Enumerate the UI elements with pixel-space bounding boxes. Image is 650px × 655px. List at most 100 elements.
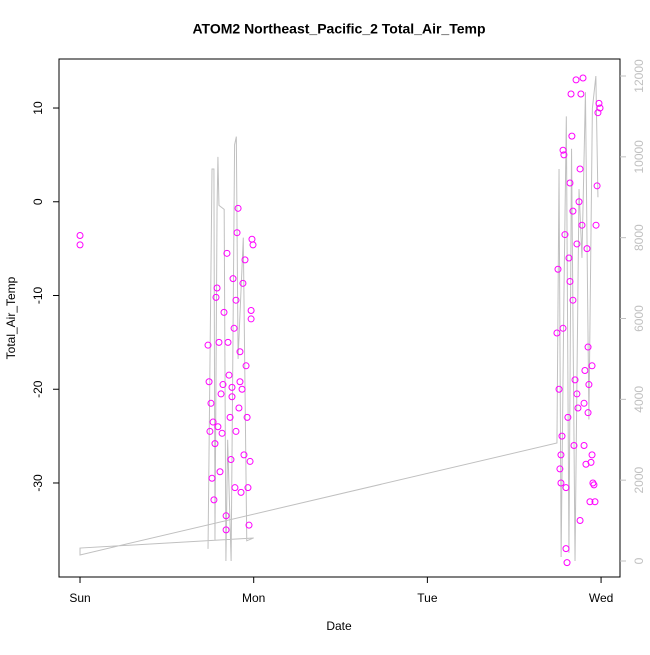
point [569,207,577,215]
y-tick-label: 0 [31,198,45,205]
y2-tick-label: 2000 [632,466,646,493]
point [220,308,228,316]
point [562,545,570,553]
point [222,512,230,520]
point [567,90,575,98]
point [565,254,573,262]
x-tick-label: Wed [589,591,613,605]
point [585,381,593,389]
point [247,315,255,323]
point [215,338,223,346]
point [216,468,224,476]
point [207,399,215,407]
point [229,275,237,283]
point [595,99,603,107]
point [588,451,596,459]
point [204,341,212,349]
point [570,441,578,449]
point [231,484,239,492]
point [238,385,246,393]
point [228,383,236,391]
point [584,409,592,417]
point [210,496,218,504]
point [566,179,574,187]
point [218,429,226,437]
point [580,441,588,449]
point [230,324,238,332]
point [573,240,581,248]
point [217,390,225,398]
plot-frame [58,58,621,578]
point [245,521,253,529]
point [232,296,240,304]
point [564,413,572,421]
point [587,458,595,466]
point [591,498,599,506]
point [235,404,243,412]
point [584,343,592,351]
point [219,381,227,389]
point [566,277,574,285]
point [224,338,232,346]
point [209,418,217,426]
point [227,456,235,464]
y2-tick-label: 12000 [632,59,646,93]
point [205,378,213,386]
point [240,451,248,459]
point [244,484,252,492]
point [249,241,257,249]
y2-tick-label: 10000 [632,140,646,174]
point [579,74,587,82]
point [228,393,236,401]
line [79,75,599,562]
point [586,498,594,506]
y-tick-label: 10 [31,101,45,115]
point [592,221,600,229]
point [76,241,84,249]
point [239,279,247,287]
point [559,146,567,154]
point [214,423,222,431]
point [237,488,245,496]
point [573,390,581,398]
y-tick-label: -10 [31,287,45,305]
point [562,484,570,492]
y2-tick-label: 0 [632,557,646,564]
y-tick-label: -20 [31,380,45,398]
point [554,265,562,273]
point [213,284,221,292]
point [575,198,583,206]
point [569,296,577,304]
point [222,526,230,534]
point [583,245,591,253]
point [590,481,598,489]
point [226,413,234,421]
point [557,451,565,459]
chart-title: ATOM2 Northeast_Pacific_2 Total_Air_Temp [192,21,485,37]
x-tick-label: Tue [417,591,438,605]
y2-tick-label: 6000 [632,305,646,332]
point [232,427,240,435]
point [571,376,579,384]
point [553,329,561,337]
y2-tick-label: 8000 [632,224,646,251]
point [557,479,565,487]
point [242,362,250,370]
point [596,104,604,112]
point [243,413,251,421]
point [247,307,255,315]
point [560,151,568,159]
point [574,404,582,412]
point [241,256,249,264]
point [234,204,242,212]
y2-tick-label: 4000 [632,386,646,413]
point [555,385,563,393]
x-axis-label: Date [326,619,352,633]
point [578,221,586,229]
x-tick-label: Sun [69,591,90,605]
point [223,249,231,257]
point [593,182,601,190]
point [588,362,596,370]
